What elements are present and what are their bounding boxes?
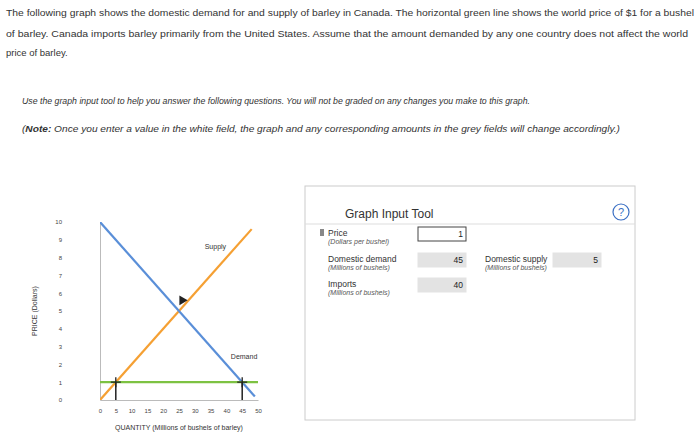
tick-label: 30 [192,408,199,414]
field-label: Domestic demand [328,254,397,264]
note: (Note: Once you enter a value in the whi… [22,123,620,134]
series-labels: Supply Demand [205,243,258,360]
help-button[interactable]: ? [613,204,629,220]
series-line [100,229,252,400]
panel-title: Graph Input Tool [345,207,434,221]
tick: 8 [59,255,100,261]
input-field[interactable]: Price(Dollars per bushel) 1 [320,227,466,246]
tick-label: 3 [59,344,63,350]
tick: 35 [208,400,215,414]
tick-label: 8 [59,255,63,261]
tick: 0 [99,400,103,414]
tick-label: 40 [224,408,231,414]
tick: 6 [59,291,100,297]
field-value: 5 [593,255,598,265]
field-value: 45 [454,255,464,265]
help-circle[interactable] [613,204,629,220]
tick-label: 5 [59,308,63,314]
tick: 50 [255,400,262,414]
tick: 15 [145,400,152,414]
tick-label: 5 [115,408,119,414]
field-unit: (Millions of bushels) [485,264,547,272]
tick-label: 9 [59,237,63,243]
note-label: Note: [25,123,51,134]
field-unit: (Dollars per bushel) [328,238,389,246]
tick: 5 [59,308,100,314]
field-label: Imports [328,279,356,289]
tick-label: 0 [59,397,63,403]
x-axis: 0 5 10 15 20 25 30 35 40 45 50 [99,400,263,414]
cross-marker [111,377,121,387]
input-field: Domestic demand(Millions of bushels) 45 [328,253,466,272]
tick: 25 [176,400,183,414]
output-box [418,278,466,292]
tick: 10 [129,400,136,414]
intro-line: price of barley. [6,47,68,58]
tick: 7 [59,273,100,279]
plot-marks [100,222,258,400]
intro-line: The following graph shows the domestic d… [6,7,694,18]
tick: 4 [59,326,100,332]
tick-label: 35 [208,408,215,414]
tick: 3 [59,344,100,350]
field-bullet [320,229,324,236]
tick: 1 [59,380,100,386]
series-label: Demand [231,353,258,360]
tick-label: 45 [239,408,246,414]
tick-label: 0 [99,408,103,414]
note-text: Once you enter a value in the white fiel… [51,123,620,134]
tick-label: 4 [59,326,63,332]
tick: 0 [59,397,100,403]
input-field: Imports(Millions of bushels) 40 [328,278,466,297]
tick: 45 [239,400,246,414]
tick-label: 10 [55,219,62,225]
tick-label: 10 [129,408,136,414]
tick-label: 2 [59,362,63,368]
panel-divider [305,224,635,225]
tick: 40 [224,400,231,414]
axis-line [101,400,259,401]
tick-label: 50 [255,408,262,414]
field-label: Domestic supply [485,254,548,264]
panel-frame [305,186,635,420]
tick: 20 [160,400,167,414]
page: The following graph shows the domestic d… [0,0,700,447]
series-label: Supply [205,243,227,251]
help-icon[interactable]: ? [618,206,624,218]
axis-line [100,223,101,401]
tick-label: 1 [59,380,63,386]
tick-label: 7 [59,273,63,279]
tick-label: 25 [176,408,183,414]
series-line [100,381,258,383]
output-box [553,253,601,267]
output-box [418,253,466,267]
point-marker [175,293,187,305]
cross-marker [237,377,247,387]
field-label: Price [328,228,348,238]
instruction: Use the graph input tool to help you ans… [22,95,530,106]
tick: 30 [192,400,199,414]
series-line [100,222,255,396]
tick: 5 [115,400,119,414]
field-unit: (Millions of bushels) [328,289,390,297]
field-value: 40 [454,280,464,290]
tick-label: 20 [160,408,167,414]
input-box[interactable] [418,227,466,241]
intro-line: of barley. Canada imports barley primari… [6,28,688,39]
field-value[interactable]: 1 [458,229,463,239]
tick: 10 [55,219,100,225]
tick-label: 15 [145,408,152,414]
x-axis-title: QUANTITY (Millions of bushels of barley) [115,424,243,432]
tick-label: 6 [59,291,63,297]
input-field: Domestic supply(Millions of bushels) 5 [485,253,601,272]
y-axis: 0 1 2 3 4 5 6 7 8 9 10 [55,219,100,403]
input-tool: Graph Input Tool? Price(Dollars per bushe… [305,186,635,420]
field-unit: (Millions of bushels) [328,264,390,272]
y-axis-title: PRICE (Dollars) [31,286,39,336]
tick: 9 [59,237,100,243]
tick: 2 [59,362,100,368]
